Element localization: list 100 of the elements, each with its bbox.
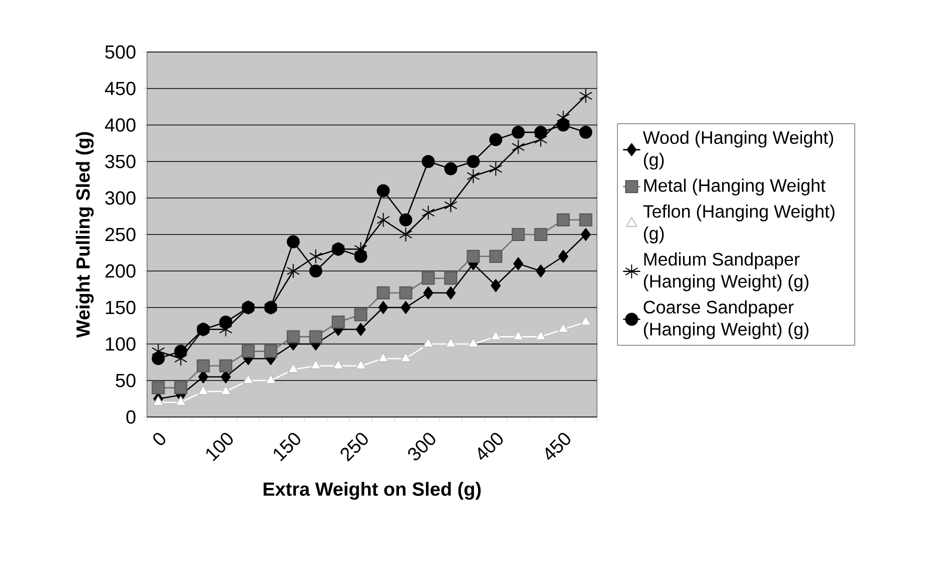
point: [558, 322, 569, 333]
point: [444, 162, 458, 176]
point: [378, 352, 389, 362]
x-tick-label: 0: [153, 432, 166, 446]
x-tick-label: 150: [274, 432, 300, 462]
point: [288, 363, 299, 374]
legend-label: Medium Sandpaper (Hanging Weight) (g): [644, 252, 808, 292]
x-tick-label: 250: [340, 432, 368, 462]
point: [446, 286, 456, 300]
y-tick-label: 250: [105, 228, 136, 242]
legend-label: Coarse Sandpaper (Hanging Weight) (g): [644, 300, 808, 340]
point: [512, 228, 525, 241]
x-tick-label: 450: [546, 432, 570, 460]
point: [512, 330, 524, 340]
point: [219, 316, 232, 329]
y-tick-label: 0: [126, 410, 136, 424]
point: [423, 286, 434, 300]
point: [422, 337, 434, 348]
point: [556, 118, 570, 132]
point: [220, 370, 231, 384]
point: [399, 226, 412, 242]
point: [489, 161, 502, 176]
y-tick-label: 150: [106, 300, 136, 314]
point: [198, 370, 208, 384]
point: [444, 272, 458, 285]
y-tick-label: 300: [105, 191, 136, 205]
point: [332, 359, 344, 370]
legend-label: Wood (Hanging Weight) (g): [642, 130, 834, 170]
point: [309, 264, 322, 278]
point: [264, 344, 278, 358]
point: [242, 374, 254, 384]
point: [376, 286, 390, 300]
y-tick-label: 200: [105, 264, 136, 278]
point: [354, 250, 368, 263]
point: [309, 248, 322, 264]
point: [286, 235, 300, 248]
legend-label: Teflon (Hanging Weight) (g): [643, 204, 834, 244]
point: [535, 330, 546, 340]
y-tick-label: 500: [105, 45, 136, 59]
point: [309, 330, 322, 344]
y-tick-label: 350: [105, 154, 136, 168]
point: [286, 330, 300, 344]
point: [512, 126, 525, 139]
point: [196, 359, 210, 372]
point: [445, 337, 456, 348]
y-tick-label: 400: [104, 118, 136, 132]
point: [174, 344, 188, 358]
point: [399, 213, 412, 226]
point: [198, 384, 209, 395]
point: [536, 264, 546, 278]
point: [378, 300, 388, 314]
point: [174, 381, 188, 394]
point: [534, 228, 548, 241]
point: [355, 359, 366, 370]
point: [356, 322, 366, 336]
point: [534, 126, 548, 139]
point: [399, 286, 412, 300]
x-tick-label: 100: [206, 432, 233, 462]
point: [468, 337, 479, 348]
point: [579, 88, 592, 104]
point: [579, 213, 592, 226]
point: [242, 344, 255, 358]
point: [265, 374, 276, 384]
point: [489, 133, 502, 146]
point: [444, 198, 458, 213]
point: [175, 396, 186, 406]
point: [219, 359, 232, 372]
point: [376, 212, 390, 228]
point: [580, 316, 592, 326]
y-axis-title: Weight Pulling Sled (g): [76, 132, 94, 338]
point: [332, 316, 345, 329]
y-tick-label: 50: [116, 374, 136, 388]
point: [152, 352, 165, 366]
point: [513, 257, 524, 270]
point: [580, 228, 591, 241]
point: [376, 184, 390, 198]
point: [354, 308, 368, 322]
point: [152, 396, 164, 406]
y-tick-label: 100: [106, 337, 136, 351]
point: [489, 250, 502, 263]
x-axis-title: Extra Weight on Sled (g): [264, 482, 481, 500]
point: [466, 168, 480, 184]
point: [400, 300, 411, 314]
point: [466, 250, 480, 263]
point: [152, 381, 165, 394]
point: [558, 250, 568, 263]
x-tick-label: 400: [478, 432, 503, 460]
point: [490, 330, 502, 340]
point: [556, 213, 570, 226]
point: [422, 154, 435, 168]
point: [512, 139, 525, 154]
point: [422, 272, 435, 285]
point: [466, 154, 480, 168]
legend-label: Metal (Hanging Weight: [644, 178, 826, 196]
point: [490, 279, 501, 292]
point: [400, 352, 412, 362]
y-tick-label: 450: [104, 82, 136, 96]
point: [220, 384, 232, 395]
point: [422, 205, 435, 220]
point: [286, 263, 300, 278]
